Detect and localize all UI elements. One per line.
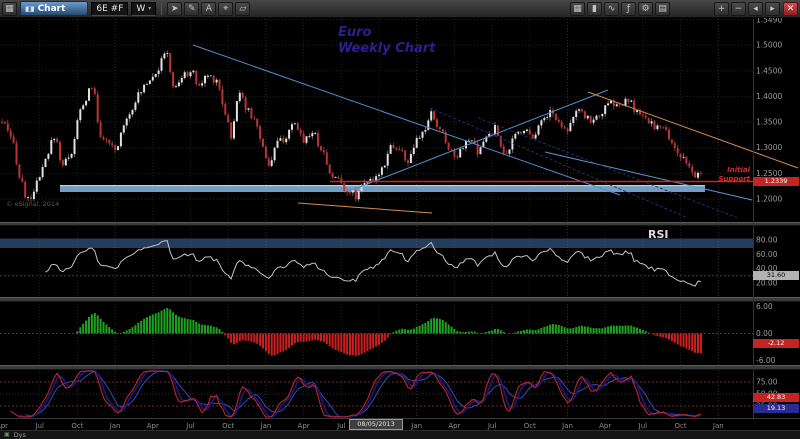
initial-support-annotation[interactable]: Initial Support: [718, 166, 750, 183]
svg-text:Apr: Apr: [0, 422, 8, 430]
interval-value: W: [136, 3, 146, 14]
svg-text:80.00: 80.00: [756, 236, 778, 245]
svg-text:Jan: Jan: [712, 422, 724, 430]
chart-title-annotation[interactable]: Euro Weekly Chart: [338, 25, 436, 56]
svg-text:Jan: Jan: [410, 422, 422, 430]
svg-text:Jan: Jan: [260, 422, 272, 430]
svg-text:Oct: Oct: [71, 422, 83, 430]
svg-text:Jul: Jul: [185, 422, 195, 430]
svg-text:Jan: Jan: [109, 422, 121, 430]
window-title: Chart: [37, 3, 66, 14]
drawing-tools-group: ➤ ✎ A ⌖ ▱: [167, 1, 251, 16]
zoom-in-icon[interactable]: +: [714, 1, 729, 16]
date-cursor-flag: 08/05/2013: [349, 419, 403, 430]
svg-text:Jan: Jan: [561, 422, 573, 430]
pointer-tool-icon[interactable]: ➤: [167, 1, 183, 16]
rsi-value-flag: 31.60: [753, 271, 799, 280]
crosshair-tool-icon[interactable]: ⌖: [218, 1, 234, 16]
toolbar: ▦ ▮▯▮ Chart 6E #F W ▾ ➤ ✎ A ⌖ ▱ ▦ ▮ ∿ ƒ ⚙ ▤ + − ◂ ▸ …: [0, 0, 800, 18]
pencil-tool-icon[interactable]: ✎: [184, 1, 200, 16]
scroll-left-icon[interactable]: ◂: [748, 1, 763, 16]
chevron-down-icon: ▾: [148, 4, 152, 12]
svg-text:-6.00: -6.00: [756, 356, 776, 365]
svg-text:6.00: 6.00: [756, 302, 773, 311]
svg-text:Apr: Apr: [147, 422, 159, 430]
rsi-panel-label: RSI: [648, 228, 669, 241]
navigation-group: + − ◂ ▸: [714, 1, 780, 16]
toolbar-separator: [161, 2, 163, 15]
window-title-tab[interactable]: ▮▯▮ Chart: [20, 1, 89, 16]
svg-text:20.00: 20.00: [756, 278, 778, 287]
svg-text:1.2500: 1.2500: [756, 169, 782, 178]
svg-text:1.3000: 1.3000: [756, 143, 782, 152]
chart-options-group: ▦ ▮ ∿ ƒ ⚙ ▤: [570, 1, 670, 16]
svg-text:Apr: Apr: [298, 422, 310, 430]
page-tab-dys[interactable]: Dys: [13, 431, 26, 439]
svg-text:40.00: 40.00: [756, 264, 778, 273]
svg-text:Apr: Apr: [448, 422, 460, 430]
svg-text:75.00: 75.00: [756, 378, 778, 387]
text-tool-icon[interactable]: A: [201, 1, 217, 16]
esignal-watermark: © eSignal, 2014: [6, 200, 60, 208]
svg-text:1.4000: 1.4000: [756, 92, 782, 101]
grid-icon[interactable]: ▦: [570, 1, 585, 16]
symbol-input[interactable]: 6E #F: [91, 1, 129, 16]
svg-text:Apr: Apr: [599, 422, 611, 430]
svg-text:1.5490: 1.5490: [756, 15, 782, 24]
app-menu-icon[interactable]: ▦: [2, 1, 17, 16]
zoom-out-icon[interactable]: −: [731, 1, 746, 16]
interval-select[interactable]: W ▾: [131, 1, 157, 16]
macd-value-flag: -2.12: [753, 339, 799, 348]
svg-text:1.3500: 1.3500: [756, 118, 782, 127]
line-style-icon[interactable]: ∿: [604, 1, 619, 16]
page-tab-bar: ▣ Dys: [0, 430, 800, 439]
price-level-flag: 1.2339: [753, 177, 799, 186]
svg-text:Oct: Oct: [675, 422, 687, 430]
svg-text:60.00: 60.00: [756, 250, 778, 259]
svg-text:1.4500: 1.4500: [756, 66, 782, 75]
svg-text:0.00: 0.00: [756, 329, 773, 338]
settings-gear-icon[interactable]: ⚙: [638, 1, 653, 16]
scroll-right-icon[interactable]: ▸: [765, 1, 780, 16]
page-tab-icon: ▣: [4, 431, 10, 438]
close-button[interactable]: ✕: [783, 1, 798, 16]
svg-text:1.5000: 1.5000: [756, 41, 782, 50]
svg-text:Oct: Oct: [524, 422, 536, 430]
eraser-tool-icon[interactable]: ▱: [235, 1, 251, 16]
svg-text:Jul: Jul: [336, 422, 346, 430]
stoch-d-value-flag: 19.13: [753, 404, 799, 413]
svg-text:1.2000: 1.2000: [756, 195, 782, 204]
indicator-icon[interactable]: ƒ: [621, 1, 636, 16]
svg-text:Jul: Jul: [487, 422, 497, 430]
candlestick-style-icon[interactable]: ▮: [587, 1, 602, 16]
layout-icon[interactable]: ▤: [655, 1, 670, 16]
svg-text:Oct: Oct: [222, 422, 234, 430]
svg-text:Jul: Jul: [34, 422, 44, 430]
chart-icon: ▮▯▮: [25, 4, 35, 13]
stoch-k-value-flag: 42.83: [753, 393, 799, 402]
svg-text:Jul: Jul: [638, 422, 648, 430]
